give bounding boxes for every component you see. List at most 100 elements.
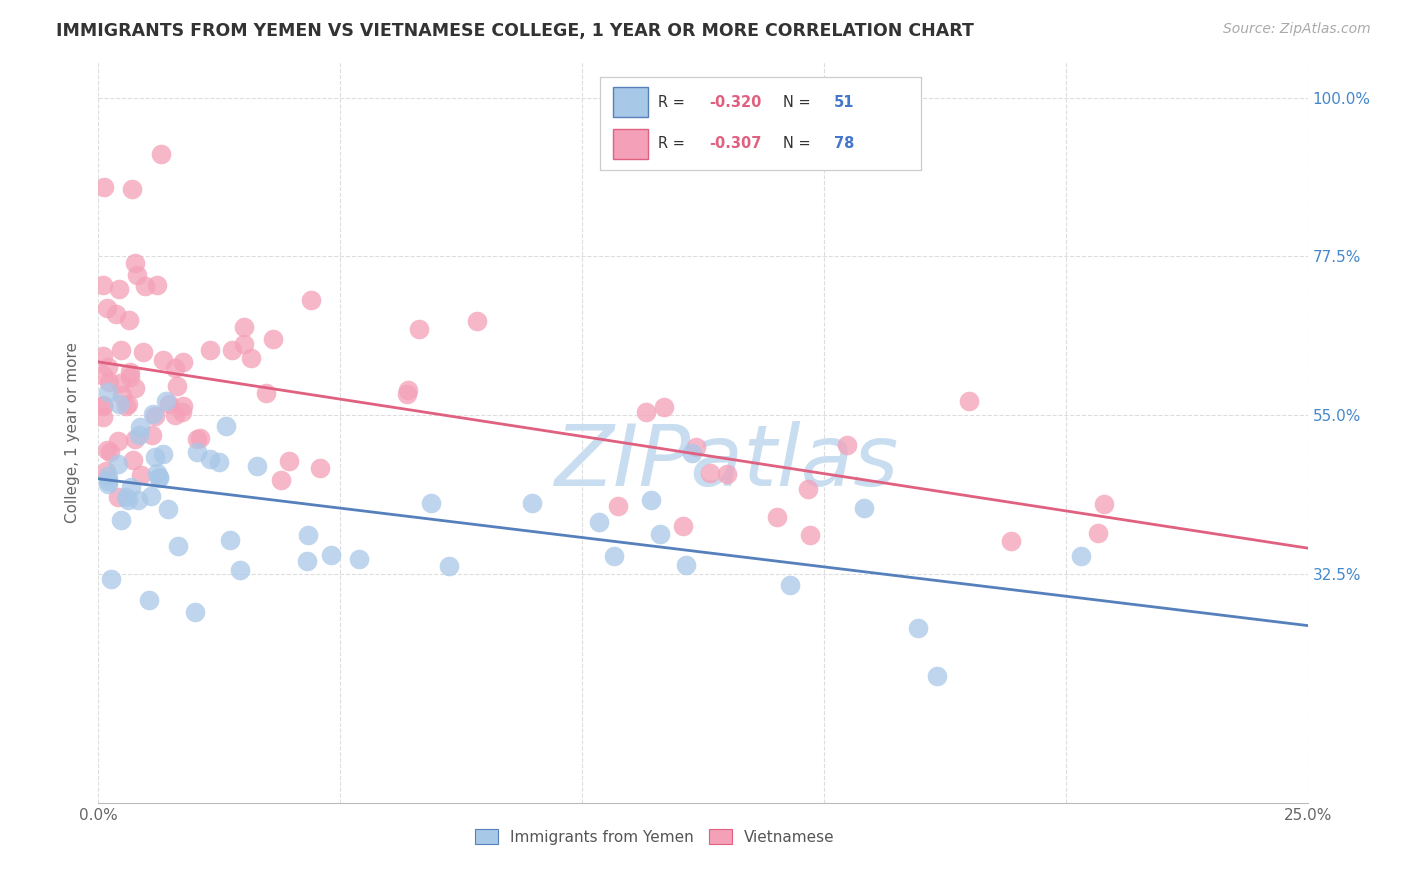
Immigrants from Yemen [97,475,120,489]
Vietnamese [395,387,418,401]
Vietnamese [91,409,114,424]
Vietnamese [97,360,120,375]
Vietnamese [124,432,146,446]
Immigrants from Yemen [97,469,120,483]
Vietnamese [91,278,114,293]
Vietnamese [172,355,194,369]
Immigrants from Yemen [297,554,319,568]
Immigrants from Yemen [129,419,152,434]
Vietnamese [278,454,301,468]
Immigrants from Yemen [219,533,242,548]
Vietnamese [270,473,292,487]
Vietnamese [91,368,114,382]
Immigrants from Yemen [215,419,238,434]
Vietnamese [91,398,114,412]
Vietnamese [198,343,221,358]
Vietnamese [134,278,156,293]
Immigrants from Yemen [107,458,129,472]
Vietnamese [91,399,114,413]
Vietnamese [93,180,115,194]
Immigrants from Yemen [142,407,165,421]
Vietnamese [131,345,153,359]
Immigrants from Yemen [927,669,949,683]
Text: ZIPatlas: ZIPatlas [555,421,900,504]
Immigrants from Yemen [148,470,170,484]
Immigrants from Yemen [110,513,132,527]
Immigrants from Yemen [200,451,222,466]
Vietnamese [150,147,173,161]
Vietnamese [96,443,118,458]
Vietnamese [124,381,146,395]
Immigrants from Yemen [127,492,149,507]
Vietnamese [143,409,166,424]
Vietnamese [233,336,256,351]
Vietnamese [118,313,141,327]
Vietnamese [166,379,188,393]
Immigrants from Yemen [779,578,801,592]
Immigrants from Yemen [853,500,876,515]
Vietnamese [186,433,208,447]
Vietnamese [107,490,129,504]
Vietnamese [765,510,787,524]
Vietnamese [96,301,118,316]
Vietnamese [1092,497,1115,511]
Immigrants from Yemen [522,496,544,510]
Vietnamese [408,322,430,336]
Immigrants from Yemen [117,492,139,507]
Immigrants from Yemen [588,515,610,529]
Immigrants from Yemen [246,459,269,474]
Vietnamese [188,431,211,445]
Legend: Immigrants from Yemen, Vietnamese: Immigrants from Yemen, Vietnamese [468,822,841,851]
Vietnamese [124,256,146,270]
Immigrants from Yemen [167,539,190,553]
Immigrants from Yemen [603,549,626,563]
Immigrants from Yemen [437,558,460,573]
Y-axis label: College, 1 year or more: College, 1 year or more [65,343,80,523]
Immigrants from Yemen [100,572,122,586]
Vietnamese [172,399,194,413]
Text: Source: ZipAtlas.com: Source: ZipAtlas.com [1223,22,1371,37]
Vietnamese [114,399,136,413]
Vietnamese [157,397,180,411]
Immigrants from Yemen [139,489,162,503]
Immigrants from Yemen [120,480,142,494]
Immigrants from Yemen [208,455,231,469]
Vietnamese [262,332,284,346]
Immigrants from Yemen [183,605,205,619]
Vietnamese [607,500,630,514]
Vietnamese [233,319,256,334]
Vietnamese [1000,534,1022,549]
Vietnamese [125,268,148,282]
Vietnamese [118,364,141,378]
Vietnamese [107,434,129,448]
Immigrants from Yemen [138,593,160,607]
Vietnamese [835,438,858,452]
Text: IMMIGRANTS FROM YEMEN VS VIETNAMESE COLLEGE, 1 YEAR OR MORE CORRELATION CHART: IMMIGRANTS FROM YEMEN VS VIETNAMESE COLL… [56,22,974,40]
Vietnamese [716,467,738,481]
Vietnamese [221,343,243,357]
Vietnamese [172,405,194,419]
Immigrants from Yemen [907,621,929,635]
Immigrants from Yemen [419,496,441,510]
Vietnamese [94,464,117,478]
Vietnamese [91,349,114,363]
Vietnamese [146,278,169,293]
Vietnamese [652,401,675,415]
Vietnamese [152,353,174,368]
Vietnamese [299,293,322,307]
Immigrants from Yemen [148,471,170,485]
Immigrants from Yemen [155,393,177,408]
Vietnamese [121,182,143,196]
Immigrants from Yemen [681,446,703,460]
Vietnamese [799,527,821,541]
Vietnamese [672,518,695,533]
Immigrants from Yemen [321,548,343,562]
Vietnamese [254,386,277,401]
Vietnamese [141,428,163,442]
Vietnamese [98,445,121,459]
Vietnamese [465,314,488,328]
Immigrants from Yemen [97,477,120,491]
Immigrants from Yemen [648,527,671,541]
Vietnamese [129,467,152,482]
Vietnamese [110,343,132,358]
